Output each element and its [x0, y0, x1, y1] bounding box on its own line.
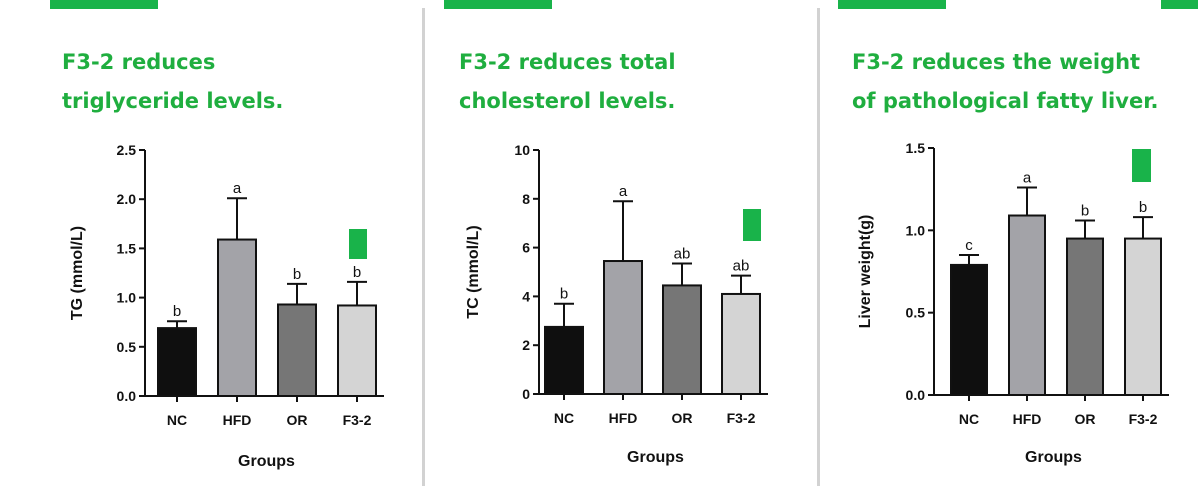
y-tick-label: 0.0	[117, 388, 137, 404]
bar-chart-liver-weight: 0.0 0.5 1.0 1.5 c NC a HFD b OR b F3-2 Groups Liver w…	[857, 140, 1169, 466]
x-axis-title: Groups	[1025, 449, 1082, 466]
bar-chart-tc: 0 2 4 6 8 10 b NC a HFD ab OR ab F3-2 Groups TC (mmol/L…	[465, 142, 768, 466]
y-tick-label: 2.0	[117, 191, 137, 207]
x-axis-title: Groups	[627, 449, 684, 466]
y-tick-label: 4	[522, 288, 530, 304]
significance-label: b	[353, 264, 361, 281]
x-tick-label: F3-2	[727, 410, 756, 426]
y-tick-label: 1.5	[117, 240, 137, 256]
y-tick-label: 1.5	[906, 140, 926, 156]
panel-title-line: triglyceride levels.	[62, 89, 284, 113]
bar	[721, 292, 761, 395]
y-tick-label: 2.5	[117, 142, 137, 158]
bar	[950, 263, 988, 396]
x-tick-label: OR	[1075, 411, 1096, 427]
significance-label: b	[293, 266, 301, 283]
bar	[277, 303, 317, 398]
x-axis-title: Groups	[238, 453, 295, 470]
significance-label: b	[173, 303, 181, 320]
x-tick-label: HFD	[1013, 411, 1042, 427]
highlight-marker	[349, 229, 367, 259]
highlight-marker	[743, 209, 761, 241]
x-tick-label: F3-2	[1129, 411, 1158, 427]
y-tick-label: 0.0	[906, 387, 926, 403]
bar	[1124, 237, 1162, 396]
x-tick-label: NC	[554, 410, 574, 426]
highlight-marker	[1132, 149, 1151, 182]
panel-title: F3-2 reduces triglyceride levels.	[62, 43, 283, 121]
panel-title: F3-2 reduces total cholesterol levels.	[459, 43, 676, 121]
y-axis-title: Liver weight(g)	[857, 215, 874, 329]
significance-label: a	[1023, 170, 1032, 187]
chart-panel-tg: F3-2 reduces triglyceride levels. 0.0 0.5…	[0, 0, 392, 486]
bar	[217, 238, 257, 397]
x-tick-label: OR	[287, 412, 308, 428]
x-tick-label: NC	[959, 411, 979, 427]
panel-title-line: F3-2 reduces	[62, 50, 216, 74]
y-tick-label: 10	[514, 142, 530, 158]
panel-title-line: cholesterol levels.	[459, 89, 676, 113]
significance-label: c	[965, 237, 973, 254]
panel-divider	[422, 8, 425, 486]
significance-label: b	[1081, 202, 1089, 219]
bar-chart-tg: 0.0 0.5 1.0 1.5 2.0 2.5 b NC a HFD b OR b F3-2 Groups T…	[69, 142, 384, 470]
x-tick-label: NC	[167, 412, 187, 428]
panel-divider	[817, 8, 820, 486]
y-tick-label: 0.5	[906, 305, 926, 321]
y-tick-label: 0	[522, 386, 530, 402]
accent-bar	[50, 0, 158, 9]
y-tick-label: 2	[522, 337, 530, 353]
bar	[1066, 237, 1104, 396]
panel-title-line: F3-2 reduces the weight	[852, 50, 1141, 74]
panel-title-line: of pathological fatty liver.	[852, 89, 1159, 113]
accent-bar	[1161, 0, 1198, 9]
significance-label: ab	[674, 245, 691, 262]
y-tick-label: 8	[522, 191, 530, 207]
x-tick-label: OR	[672, 410, 693, 426]
significance-label: a	[233, 180, 242, 197]
y-axis-title: TG (mmol/L)	[69, 226, 86, 320]
bar	[662, 284, 702, 396]
chart-panel-liver: F3-2 reduces the weight of pathological …	[798, 0, 1198, 486]
accent-bar	[838, 0, 946, 9]
accent-bar	[444, 0, 552, 9]
bar	[544, 325, 584, 395]
chart-panel-tc: F3-2 reduces total cholesterol levels. 0…	[398, 0, 790, 486]
x-tick-label: HFD	[609, 410, 638, 426]
y-axis-title: TC (mmol/L)	[465, 225, 482, 318]
bar	[603, 260, 643, 395]
significance-label: ab	[733, 258, 750, 275]
significance-label: b	[1139, 199, 1147, 216]
significance-label: b	[560, 286, 568, 303]
significance-label: a	[619, 183, 628, 200]
bar	[157, 327, 197, 397]
x-tick-label: HFD	[223, 412, 252, 428]
bar	[337, 304, 377, 397]
y-tick-label: 0.5	[117, 339, 137, 355]
panel-title: F3-2 reduces the weight of pathological …	[852, 43, 1159, 121]
panel-title-line: F3-2 reduces total	[459, 50, 676, 74]
bar	[1008, 214, 1046, 396]
y-tick-label: 1.0	[117, 290, 137, 306]
y-tick-label: 1.0	[906, 222, 926, 238]
y-tick-label: 6	[522, 240, 530, 256]
x-tick-label: F3-2	[343, 412, 372, 428]
